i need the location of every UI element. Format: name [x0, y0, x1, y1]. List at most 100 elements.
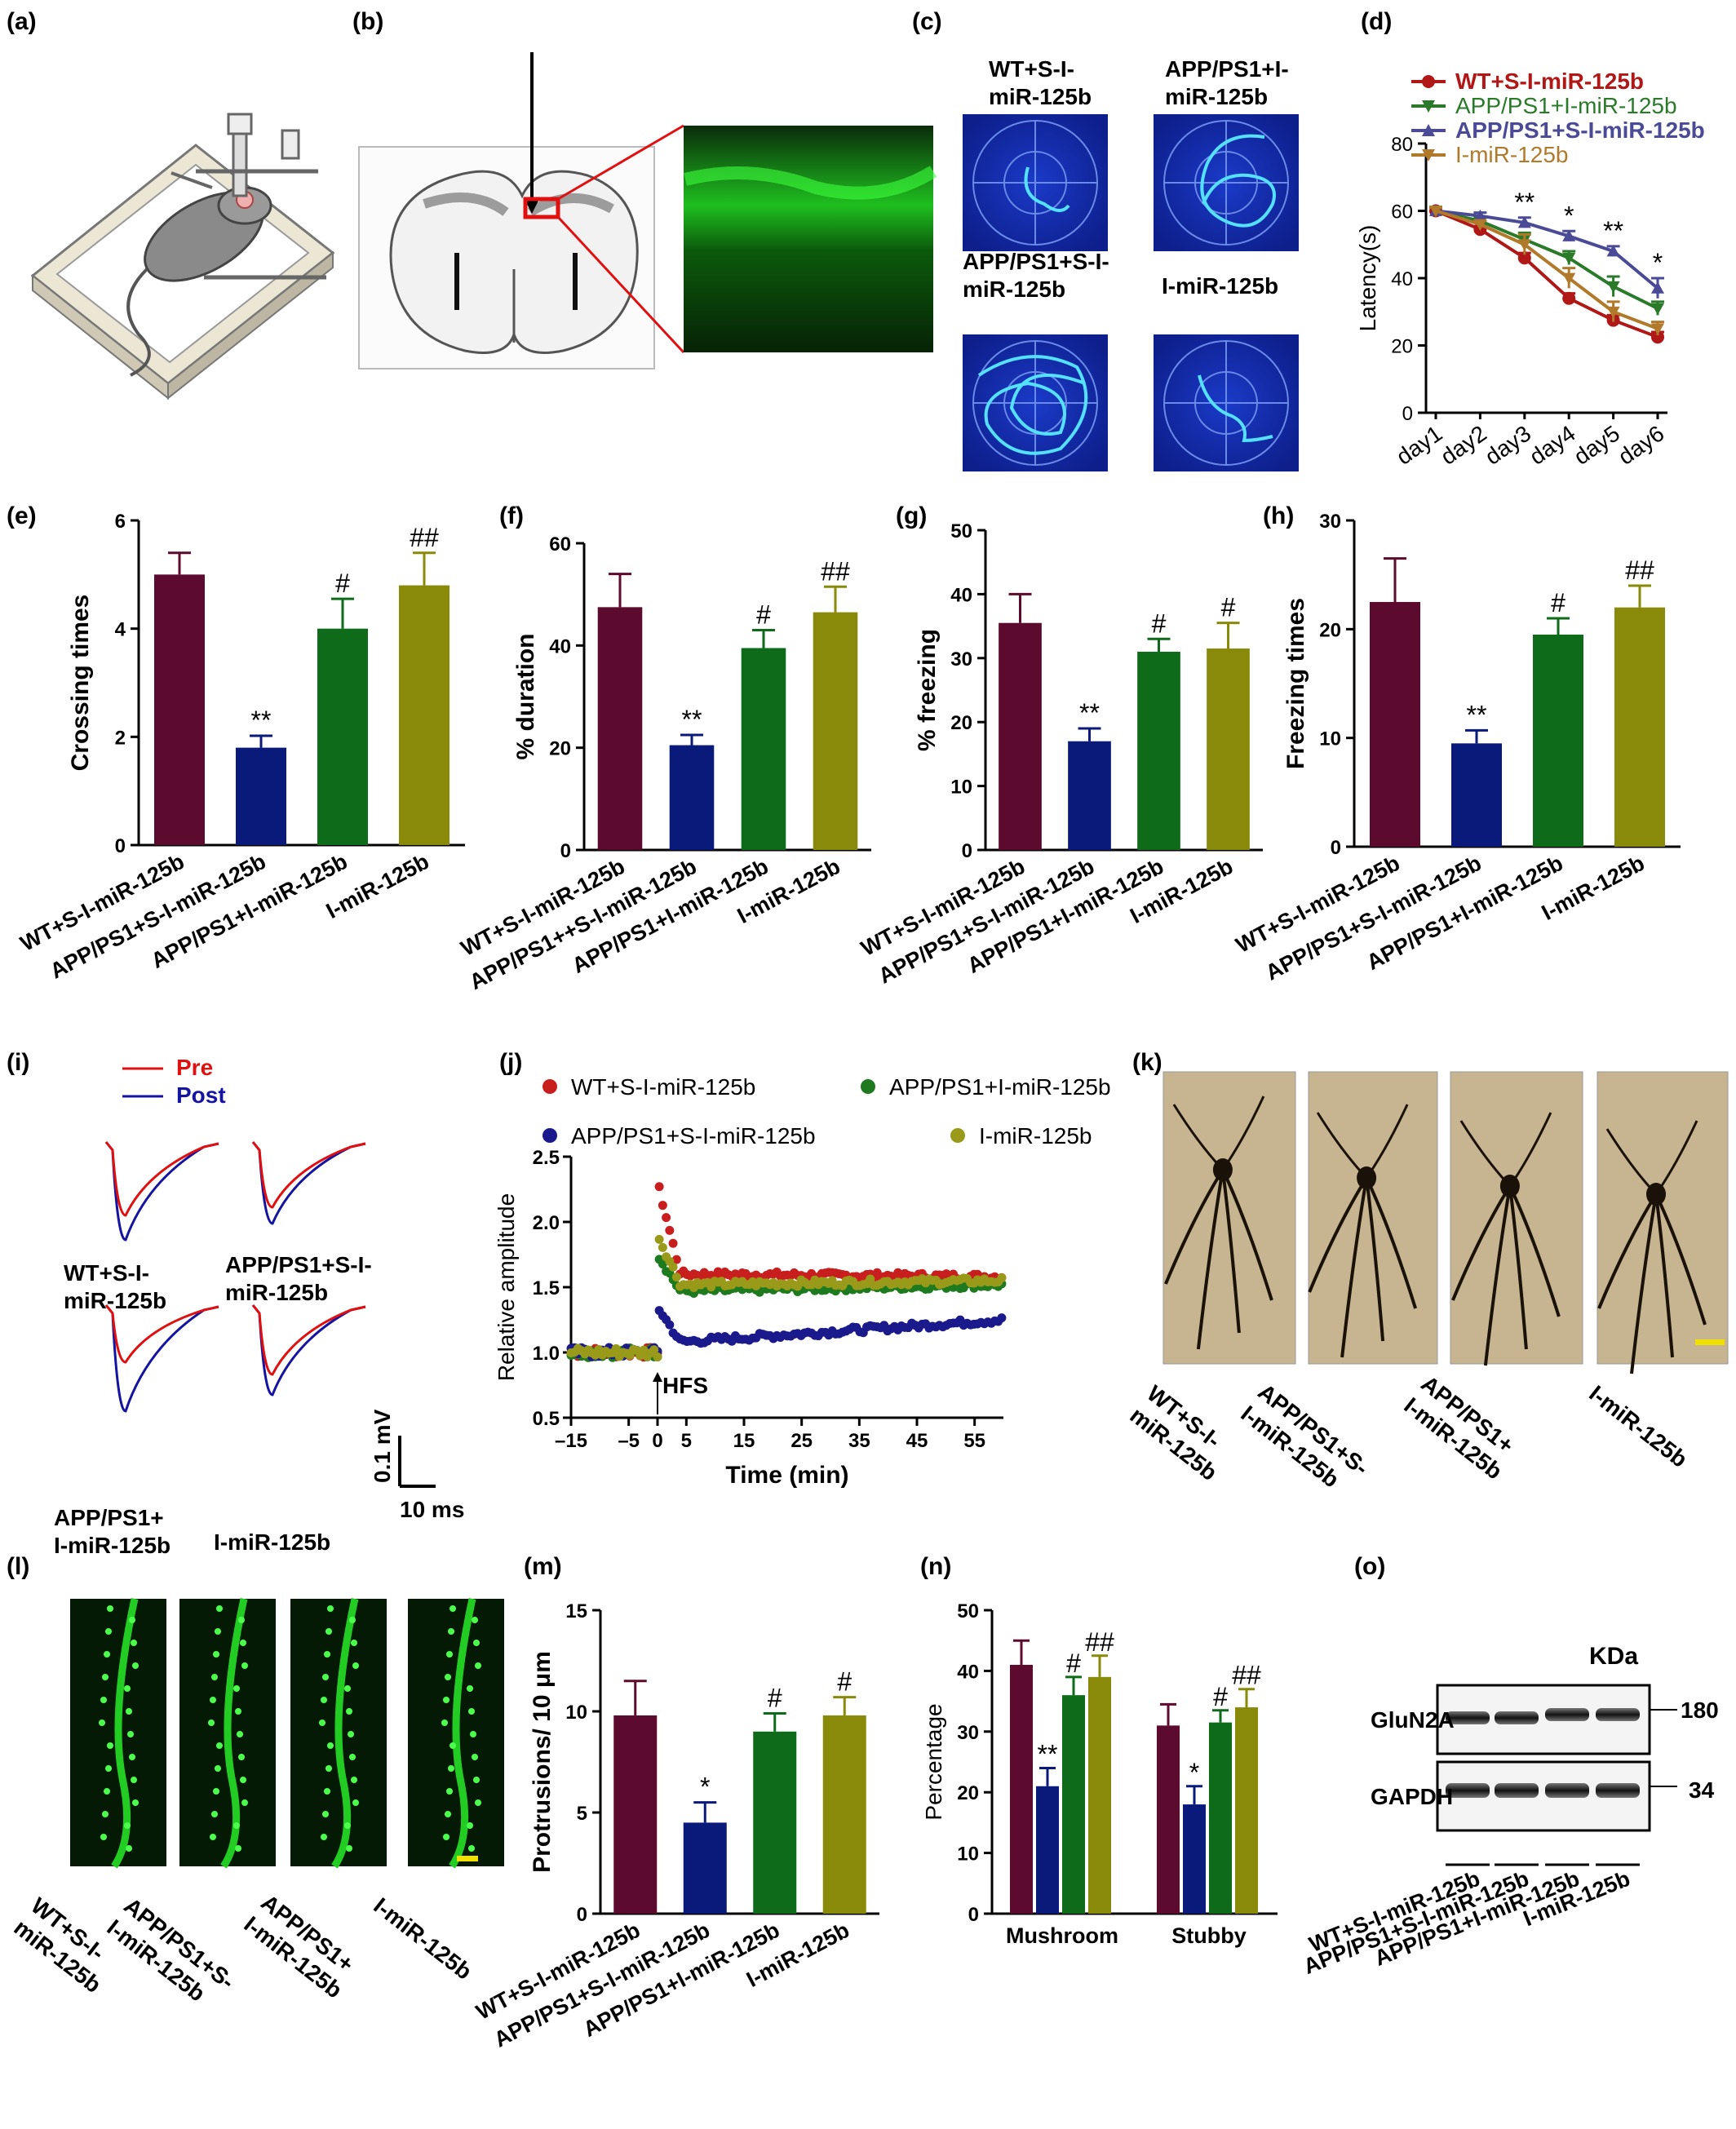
significance-mark: *	[1653, 248, 1663, 277]
spine-head	[238, 1617, 245, 1623]
data-point	[1473, 219, 1487, 231]
significance-mark: **	[1514, 188, 1534, 217]
spine-head	[326, 1765, 332, 1772]
y-tick-label: 0	[1331, 837, 1341, 859]
panel-letter-e: (e)	[7, 502, 37, 529]
significance-mark: #	[1213, 1682, 1228, 1711]
spine-head	[124, 1685, 131, 1692]
spine-head	[321, 1697, 327, 1703]
significance-mark: **	[1079, 698, 1100, 728]
legend-label: I-miR-125b	[979, 1123, 1092, 1149]
spine-head	[127, 1731, 134, 1737]
spine-head	[443, 1834, 450, 1840]
y-axis-label: % freezing	[914, 629, 941, 751]
panel-letter-l: (l)	[7, 1553, 29, 1580]
spine-head	[319, 1720, 326, 1726]
x-tick-label: –5	[618, 1430, 640, 1452]
spine-head	[472, 1754, 478, 1760]
spine-head	[210, 1697, 216, 1703]
data-point	[1651, 281, 1664, 294]
significance-mark: #	[1551, 588, 1566, 617]
spine-head	[211, 1811, 218, 1817]
blot-kda-180: 180	[1681, 1697, 1719, 1723]
blot-kda-34: 34	[1689, 1777, 1715, 1803]
data-point	[1651, 330, 1664, 344]
spine-head	[211, 1674, 218, 1680]
spine-head	[107, 1742, 113, 1749]
data-point	[658, 1242, 667, 1252]
y-tick-label: 80	[1391, 134, 1413, 156]
significance-mark: ##	[821, 556, 850, 586]
significance-mark: ##	[410, 523, 439, 552]
bar	[753, 1731, 797, 1914]
dendrite	[1365, 1104, 1409, 1179]
y-tick-label: 0	[1402, 403, 1413, 425]
spine-head	[210, 1834, 216, 1840]
bar	[1157, 1725, 1180, 1914]
y-tick-label: 60	[1391, 201, 1413, 224]
spine-head	[129, 1617, 135, 1623]
trace-label-wt: WT+S-I-	[64, 1260, 149, 1286]
panel-letter-i: (i)	[7, 1049, 29, 1076]
y-tick-label: 0.5	[533, 1408, 560, 1430]
spine-head	[132, 1662, 139, 1669]
svg-text:APP/PS1+I-miR-125b: APP/PS1+I-miR-125b	[54, 1505, 170, 1558]
legend-label: I-miR-125b	[1455, 142, 1568, 167]
data-point	[668, 1238, 678, 1248]
spine-head	[346, 1845, 352, 1852]
svg-text:APP/PS1+I-miR-125b: APP/PS1+I-miR-125b	[1165, 56, 1289, 109]
dendrite	[1308, 1176, 1368, 1293]
data-point	[1651, 323, 1664, 335]
y-tick-label: 4	[115, 619, 126, 641]
x-tick-label: 45	[906, 1430, 928, 1452]
y-axis-label: Relative amplitude	[494, 1193, 519, 1381]
golgi-image	[1308, 1071, 1438, 1365]
bar	[741, 648, 786, 850]
legend-marker	[861, 1079, 875, 1094]
spine-head	[208, 1720, 215, 1726]
svg-text:APP/PS1+S-I-miR-125b: APP/PS1+S-I-miR-125b	[102, 1892, 239, 2016]
y-tick-label: 40	[957, 1661, 979, 1683]
bar	[1068, 741, 1111, 850]
bar	[1062, 1695, 1085, 1914]
legend-marker	[950, 1128, 965, 1143]
significance-mark: **	[682, 705, 702, 734]
spine-head	[450, 1605, 456, 1612]
x-tick-label: –15	[555, 1430, 587, 1452]
y-tick-label: 5	[577, 1803, 587, 1825]
data-point	[662, 1213, 671, 1223]
dendrite	[1605, 1128, 1658, 1196]
dendrite	[1365, 1177, 1418, 1309]
y-tick-label: 50	[957, 1600, 979, 1622]
bar	[1209, 1722, 1232, 1914]
band-gapdh	[1545, 1783, 1589, 1798]
y-tick-label: 10	[950, 777, 972, 799]
trace-post	[104, 1141, 219, 1242]
x-tick-label: 35	[848, 1430, 870, 1452]
x-axis-label: Time (min)	[725, 1462, 848, 1489]
spine-image-row	[70, 1598, 504, 1869]
x-tick-label: day4	[1525, 421, 1580, 470]
data-point	[665, 1320, 675, 1330]
legend-label: APP/PS1+I-miR-125b	[889, 1074, 1111, 1100]
band-gluN2A	[1545, 1708, 1589, 1721]
blot-lane-labels: WT+S-I-miR-125bAPP/PS1+S-I-miR-125bAPP/P…	[1300, 1866, 1634, 1979]
dendrite	[1316, 1112, 1368, 1180]
svg-text:APP/PS1+S-I-miR-125b: APP/PS1+S-I-miR-125b	[963, 249, 1109, 302]
spine-head	[470, 1731, 476, 1737]
spine-head	[443, 1697, 450, 1703]
trace-label-wt-line2: miR-125b	[64, 1288, 166, 1313]
spine-head	[446, 1788, 453, 1795]
significance-mark: *	[1189, 1758, 1199, 1787]
y-tick-label: 20	[1391, 336, 1413, 358]
spine-head	[235, 1845, 241, 1852]
panel-letter-j: (j)	[499, 1049, 522, 1076]
bar	[1183, 1804, 1206, 1914]
dendrite	[1340, 1177, 1369, 1358]
data-point	[658, 1201, 667, 1211]
spine-head	[321, 1834, 327, 1840]
spine-head	[100, 1697, 107, 1703]
spine-head	[100, 1834, 107, 1840]
significance-mark: *	[1564, 201, 1574, 230]
